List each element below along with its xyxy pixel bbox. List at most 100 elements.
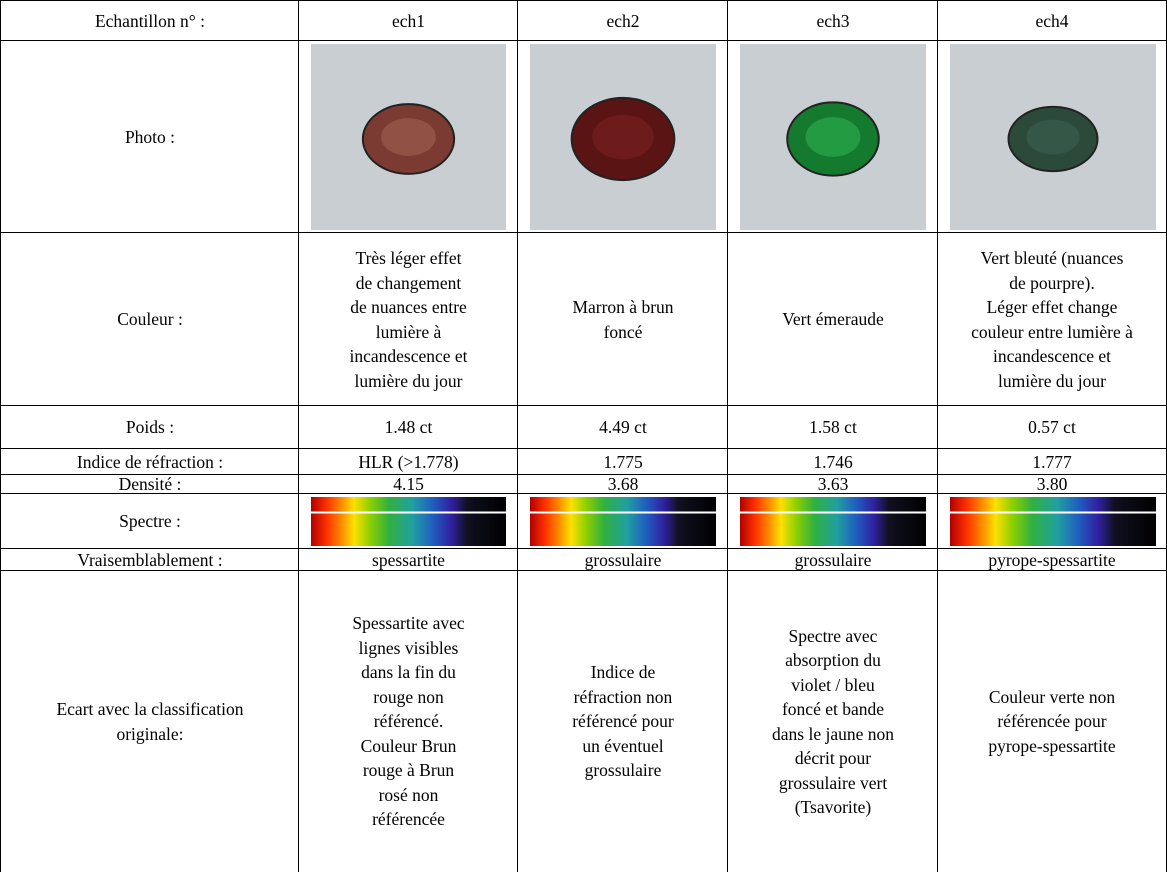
text-line: 1.58 ct [809, 415, 857, 440]
text-line: décrit pour [795, 746, 871, 771]
text-line: pyrope-spessartite [988, 734, 1115, 759]
column-header: ech1 [298, 0, 518, 41]
text-line: violet / bleu [791, 673, 875, 698]
table-cell [937, 493, 1167, 549]
table-cell: 3.63 [727, 474, 938, 494]
table-cell: 1.746 [727, 448, 938, 475]
row-label: Spectre : [0, 493, 299, 549]
text-line: rouge non [373, 685, 443, 710]
gem [530, 44, 716, 230]
text-line: référencée [372, 807, 445, 832]
text-line: grossulaire [585, 758, 662, 783]
text-line: référencé pour [572, 709, 674, 734]
table-cell: spessartite [298, 548, 518, 571]
gem-photo [311, 44, 506, 230]
row-label: Densité : [0, 474, 299, 494]
text-line: pyrope-spessartite [988, 548, 1115, 571]
text-line: foncé [604, 320, 643, 345]
text-line: incandescence et [349, 344, 467, 369]
spectrum [311, 497, 506, 546]
text-line: couleur entre lumière à [971, 320, 1133, 345]
text-line: ech3 [816, 9, 849, 34]
table-cell [727, 40, 938, 233]
spectrum [530, 497, 716, 546]
table-cell [517, 493, 728, 549]
text-line: Echantillon n° : [95, 9, 205, 34]
spectrum [740, 497, 926, 546]
table: Echantillon n° : ech1 ech2 ech3 ech4 Photo : C… [0, 0, 1167, 871]
column-header: ech4 [937, 0, 1167, 41]
text-line: foncé et bande [782, 697, 884, 722]
table-cell [937, 40, 1167, 233]
text-line: ech4 [1035, 9, 1068, 34]
text-line: réfraction non [574, 685, 673, 710]
text-line: Vert émeraude [782, 307, 884, 332]
table-cell: 4.49 ct [517, 405, 728, 449]
table-cell: 0.57 ct [937, 405, 1167, 449]
text-line: (Tsavorite) [795, 795, 872, 820]
row-label: Couleur : [0, 232, 299, 406]
text-line: Léger effet change [987, 295, 1118, 320]
table-cell: HLR (>1.778) [298, 448, 518, 475]
text-line: absorption du [785, 648, 881, 673]
spectrum [950, 497, 1156, 546]
row-label: Poids : [0, 405, 299, 449]
text-line: référencée pour [997, 709, 1106, 734]
text-line: incandescence et [993, 344, 1111, 369]
text-line: ech2 [606, 9, 639, 34]
column-header: ech2 [517, 0, 728, 41]
text-line: Photo : [125, 125, 175, 150]
table-cell: 3.80 [937, 474, 1167, 494]
page: Echantillon n° : ech1 ech2 ech3 ech4 Photo : C… [0, 0, 1167, 871]
text-line: 1.48 ct [385, 415, 433, 440]
text-line: grossulaire vert [779, 771, 887, 796]
text-line: Spectre : [119, 509, 181, 534]
text-line: grossulaire [795, 548, 872, 571]
text-line: lumière à [376, 320, 442, 345]
text-line: Très léger effet [356, 246, 462, 271]
text-line: de nuances entre [350, 295, 467, 320]
table-cell [298, 493, 518, 549]
table-cell: 4.15 [298, 474, 518, 494]
text-line: Couleur Brun [361, 734, 457, 759]
table-cell: grossulaire [517, 548, 728, 571]
text-line: Spessartite avec [352, 611, 464, 636]
text-line: Vert bleuté (nuances [981, 246, 1124, 271]
text-line: Couleur : [117, 307, 183, 332]
table-cell [727, 493, 938, 549]
text-line: 0.57 ct [1028, 415, 1076, 440]
gem [311, 44, 506, 230]
row-label: Indice de réfraction : [0, 448, 299, 475]
table-cell: 3.68 [517, 474, 728, 494]
text-line: référencé. [374, 709, 443, 734]
gem [740, 44, 926, 230]
text-line: rouge à Brun [363, 758, 454, 783]
row-label: Vraisemblablement : [0, 548, 299, 571]
text-line: Densité : [119, 474, 182, 494]
text-line: rosé non [379, 783, 439, 808]
text-line: ech1 [392, 9, 425, 34]
table-cell: 1.48 ct [298, 405, 518, 449]
text-line: 4.15 [393, 474, 424, 494]
text-line: Vraisemblablement : [77, 548, 222, 571]
text-line: un éventuel [582, 734, 663, 759]
text-line: Spectre avec [789, 624, 878, 649]
text-line: Indice de réfraction : [77, 450, 223, 475]
table-cell: 1.775 [517, 448, 728, 475]
row-label: Photo : [0, 40, 299, 233]
text-line: dans le jaune non [772, 722, 894, 747]
text-line: 1.746 [813, 450, 852, 475]
text-line: Couleur verte non [989, 685, 1115, 710]
gem-photo [950, 44, 1156, 230]
gem-photo [740, 44, 926, 230]
text-line: 1.775 [603, 450, 642, 475]
text-line: originale: [116, 722, 183, 747]
table-cell [298, 40, 518, 233]
